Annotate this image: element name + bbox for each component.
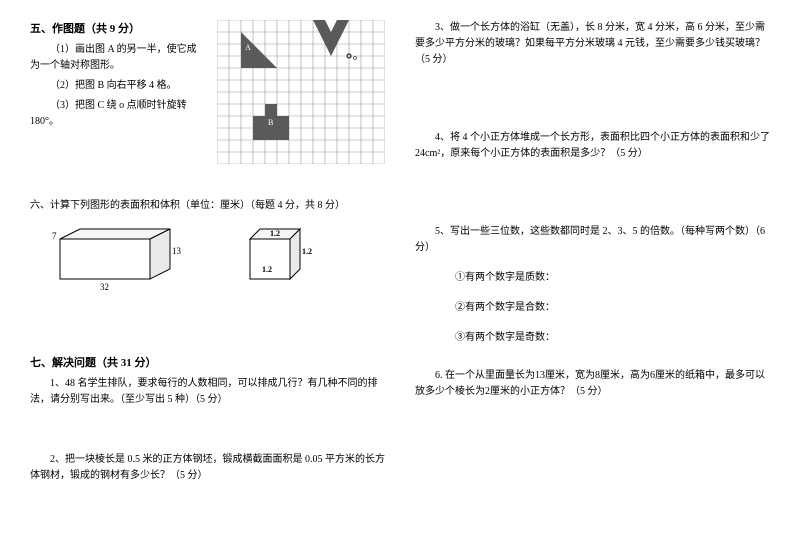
q7-2: 2、把一块棱长是 0.5 米的正方体钢坯，锻成横截面面积是 0.05 平方米的长…	[30, 452, 385, 484]
label-a: A	[245, 43, 251, 52]
cube-b: 1.2	[302, 247, 312, 256]
q7-1: 1、48 名学生排队，要求每行的人数相同，可以排成几行？有几种不同的排法，请分别…	[30, 376, 385, 408]
left-column: o B A 五、作图题（共 9 分） （1）画出图 A 的另一半，使它成为一个轴…	[30, 20, 400, 534]
q5c: ③有两个数字是奇数：	[415, 330, 770, 346]
cuboid1-h: 7	[52, 231, 57, 241]
grid-figure: o B A	[217, 20, 385, 164]
cube-a: 1.2	[270, 229, 280, 238]
section-7-title: 七、解决问题（共 31 分）	[30, 354, 385, 370]
section-6: 六、计算下列图形的表面积和体积（单位：厘米）（每题 4 分，共 8 分） 7 1…	[30, 198, 385, 314]
cuboid-1: 7 13 32	[50, 224, 190, 294]
grid-svg: o B A	[217, 20, 385, 164]
cuboid1-w: 32	[100, 282, 109, 292]
q5-1: （1）画出图 A 的另一半，使它成为一个轴对称图形。	[30, 42, 200, 74]
label-o: o	[353, 53, 357, 62]
cuboid1-d: 13	[172, 246, 182, 256]
section-6-title: 六、计算下列图形的表面积和体积（单位：厘米）（每题 4 分，共 8 分）	[30, 198, 385, 214]
right-column: 3、做一个长方体的浴缸（无盖），长 8 分米，宽 4 分米，高 6 分米，至少需…	[400, 20, 770, 534]
q6: 6. 在一个从里面量长为13厘米，宽为8厘米，高为6厘米的纸箱中，最多可以放多少…	[415, 368, 770, 400]
label-b: B	[268, 118, 273, 127]
section-5: o B A 五、作图题（共 9 分） （1）画出图 A 的另一半，使它成为一个轴…	[30, 20, 385, 180]
cube-1: 1.2 1.2 1.2	[240, 224, 320, 294]
q5b: ②有两个数字是合数：	[415, 300, 770, 316]
q5a: ①有两个数字是质数：	[415, 270, 770, 286]
cuboid-row: 7 13 32 1.2 1.2 1.2	[50, 224, 385, 294]
cube-c: 1.2	[262, 265, 272, 274]
q4: 4、将 4 个小正方体堆成一个长方形，表面积比四个小正方体的表面积和少了 24c…	[415, 130, 770, 162]
section-7: 七、解决问题（共 31 分） 1、48 名学生排队，要求每行的人数相同，可以排成…	[30, 354, 385, 488]
q5: 5、写出一些三位数，这些数都同时是 2、3、5 的倍数。（每种写两个数）（6 分…	[415, 224, 770, 256]
q3: 3、做一个长方体的浴缸（无盖），长 8 分米，宽 4 分米，高 6 分米，至少需…	[415, 20, 770, 68]
